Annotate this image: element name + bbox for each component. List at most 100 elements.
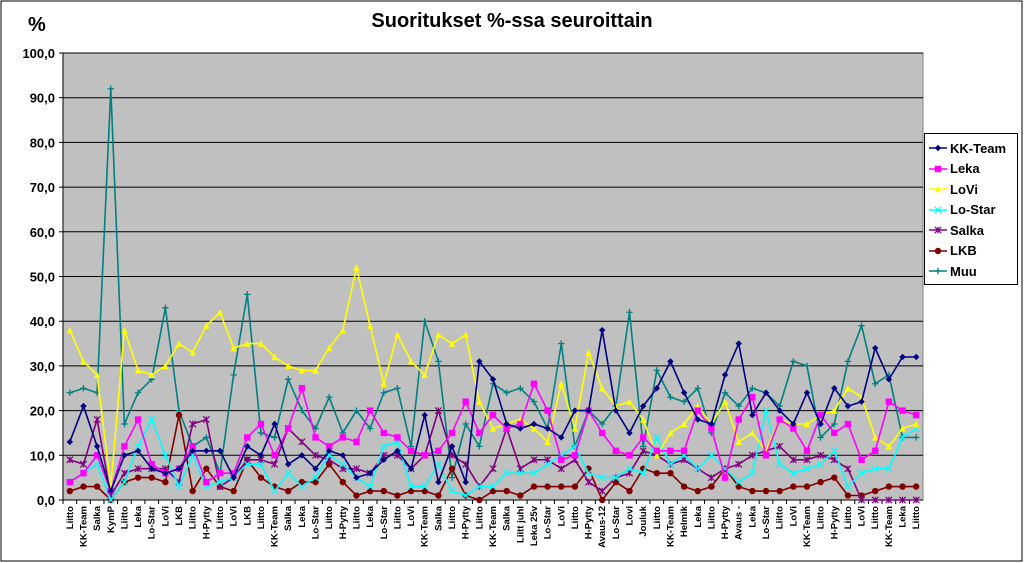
data-point-leka <box>872 447 879 455</box>
data-point-lovi <box>435 331 442 338</box>
data-point-lkb <box>394 492 401 499</box>
data-point-muu <box>530 398 538 405</box>
x-tick-label: LoVi <box>229 506 240 526</box>
data-point-kk-team <box>831 385 838 392</box>
data-point-lovi <box>298 367 306 374</box>
chart-title: Suoritukset %-ssa seuroittain <box>371 10 653 32</box>
data-point-lkb <box>175 411 183 419</box>
data-point-muu <box>80 385 87 392</box>
data-point-muu <box>667 393 674 401</box>
data-point-kk-team <box>585 407 592 414</box>
data-point-leka <box>203 478 210 486</box>
data-point-muu <box>872 380 879 387</box>
data-point-leka <box>735 416 742 423</box>
data-point-salka <box>871 496 879 504</box>
data-point-lo-star <box>448 487 456 495</box>
data-point-leka <box>517 420 524 428</box>
data-point-lo-star <box>612 474 620 482</box>
data-point-lovi <box>93 371 101 379</box>
data-point-muu <box>435 358 442 365</box>
x-tick-label: Leka 25v <box>529 505 540 546</box>
data-point-kk-team <box>407 465 415 472</box>
data-point-muu <box>66 389 74 396</box>
y-tick-label: 100,0 <box>22 46 55 61</box>
data-point-lovi <box>667 429 674 437</box>
data-point-muu <box>831 420 838 428</box>
data-point-lo-star <box>120 478 129 486</box>
x-tick-label: Liitto <box>447 506 458 529</box>
data-point-kk-team <box>803 389 811 396</box>
data-point-kk-team <box>817 420 824 428</box>
x-tick-label: Salka <box>283 505 294 531</box>
data-point-lkb <box>312 478 319 486</box>
data-point-kk-team <box>899 353 906 361</box>
data-point-lo-star <box>844 482 852 491</box>
data-point-muu <box>394 385 401 392</box>
data-point-leka <box>421 452 428 459</box>
data-point-lo-star <box>762 406 770 415</box>
data-point-kk-team <box>639 402 647 410</box>
x-tick-label: Leka <box>747 505 758 527</box>
data-point-muu <box>285 376 292 383</box>
x-tick-label: Salka <box>92 505 103 531</box>
data-point-salka <box>639 447 647 455</box>
data-point-muu <box>790 358 797 365</box>
x-tick-label: LoVi <box>406 506 417 526</box>
data-point-lovi <box>599 385 606 392</box>
data-point-kk-team <box>517 425 524 432</box>
data-point-lkb <box>817 478 824 486</box>
data-point-kk-team <box>421 411 428 419</box>
data-point-muu <box>257 429 265 437</box>
data-point-lovi <box>872 434 879 441</box>
x-tick-label: Jouluk <box>638 505 649 536</box>
data-point-lovi <box>134 367 142 374</box>
y-axis-unit-label: % <box>28 14 46 36</box>
data-point-kk-team <box>558 434 565 441</box>
data-point-lo-star <box>598 474 606 482</box>
data-point-leka <box>680 447 688 455</box>
series-lo-star <box>66 406 920 504</box>
data-point-kk-team <box>271 420 278 428</box>
data-point-salka <box>816 451 825 459</box>
data-point-muu <box>749 385 756 392</box>
x-tick-label: Liitt juhl <box>515 506 526 543</box>
data-point-lo-star <box>421 482 429 491</box>
data-point-salka <box>803 456 811 464</box>
data-point-kk-team <box>612 407 620 414</box>
data-point-muu <box>162 304 169 311</box>
data-point-lovi <box>162 362 169 370</box>
data-point-muu <box>558 340 565 347</box>
data-point-kk-team <box>230 474 237 481</box>
data-point-lkb <box>872 487 879 495</box>
data-point-lo-star <box>366 482 374 491</box>
data-point-lo-star <box>311 474 320 482</box>
data-point-lovi <box>462 331 469 338</box>
data-point-kk-team <box>66 438 74 446</box>
x-tick-label: Leka <box>365 505 376 527</box>
data-point-leka <box>244 434 251 441</box>
data-point-kk-team <box>448 443 456 450</box>
x-tick-label: H-Pytty <box>338 505 349 539</box>
x-tick-label: LoVi <box>788 506 799 526</box>
x-tick-label: Leka <box>133 505 144 527</box>
data-point-leka <box>189 443 196 450</box>
data-point-lkb <box>148 474 155 481</box>
data-point-salka <box>598 487 606 495</box>
data-point-lkb <box>517 492 524 499</box>
x-tick-label: Helmik <box>679 505 690 537</box>
data-point-salka <box>707 474 716 482</box>
data-point-leka <box>708 425 715 432</box>
data-point-kk-team <box>462 478 469 486</box>
data-point-muu <box>626 309 633 316</box>
x-tick-label: Liitto <box>911 506 922 529</box>
data-point-lkb <box>66 487 74 495</box>
data-point-lo-star <box>516 469 524 477</box>
data-point-lovi <box>366 322 374 329</box>
y-tick-label: 90,0 <box>30 91 55 106</box>
data-point-lo-star <box>666 460 675 468</box>
legend-item-lkb: LKB <box>929 241 1017 262</box>
data-point-leka <box>80 469 87 477</box>
x-tick-label: Liitto <box>870 506 881 529</box>
data-point-muu <box>803 362 811 370</box>
